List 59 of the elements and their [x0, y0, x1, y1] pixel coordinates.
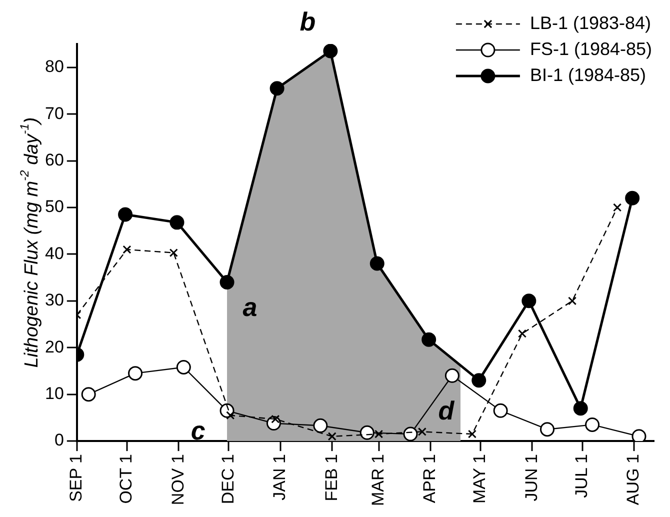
annotation: a [242, 292, 258, 322]
x-tick-label: JUN 1 [522, 454, 541, 502]
legend-label: BI-1 (1984-85) [530, 64, 646, 85]
point [176, 360, 191, 374]
x-tick-label: APR 1 [420, 454, 440, 504]
point [518, 329, 527, 338]
point [313, 418, 328, 433]
point [493, 403, 508, 418]
annotation: d [438, 395, 456, 426]
point [573, 401, 588, 416]
point [328, 432, 336, 441]
point [270, 81, 284, 96]
annotation: c [190, 415, 206, 446]
y-tick-label: 80 [44, 57, 64, 76]
x-tick-label: AUG 1 [624, 454, 643, 506]
y-tick-label: 10 [44, 384, 64, 404]
y-axis-title: Lithogenic Flux (mg m-2 day-1) [17, 117, 42, 368]
point [418, 427, 426, 436]
point [444, 368, 460, 383]
x-tick-label: SEP 1 [66, 454, 86, 502]
point [169, 248, 178, 258]
point [403, 426, 418, 442]
y-tick-label: 20 [44, 337, 64, 356]
point [540, 422, 555, 437]
y-tick-label: 60 [44, 150, 64, 170]
point [360, 425, 374, 440]
legend-label: LB-1 (1983-84) [530, 12, 652, 33]
x-tick-label: JAN 1 [270, 454, 290, 500]
y-tick-label: 0 [54, 430, 64, 450]
y-tick-label: 50 [44, 197, 64, 216]
point [613, 203, 622, 212]
point [170, 215, 184, 230]
y-tick-label: 70 [44, 104, 64, 123]
point [323, 44, 338, 58]
point [374, 430, 384, 438]
y-tick-label: 30 [44, 290, 64, 310]
legend-label: FS-1 (1984-85) [530, 38, 652, 59]
point [472, 373, 486, 388]
x-tick-label: NOV 1 [168, 454, 188, 506]
x-tick-label: MAR 1 [368, 454, 388, 506]
point [568, 296, 577, 306]
point [625, 190, 640, 206]
point [128, 366, 143, 381]
x-tick-label: FEB 1 [322, 454, 341, 502]
x-tick-label: MAY 1 [470, 454, 490, 504]
y-tick-label: 40 [44, 244, 64, 263]
point [220, 274, 234, 290]
point [522, 294, 536, 308]
x-tick-label: OCT 1 [116, 454, 136, 504]
text: b [300, 6, 316, 36]
point [468, 430, 476, 438]
point [585, 417, 600, 432]
x-tick-label: JUL 1 [572, 454, 591, 498]
point [422, 332, 436, 347]
point [370, 256, 384, 271]
point [118, 207, 133, 222]
x-tick-label: DEC 1 [218, 454, 238, 504]
point [122, 245, 132, 254]
point [226, 411, 235, 420]
